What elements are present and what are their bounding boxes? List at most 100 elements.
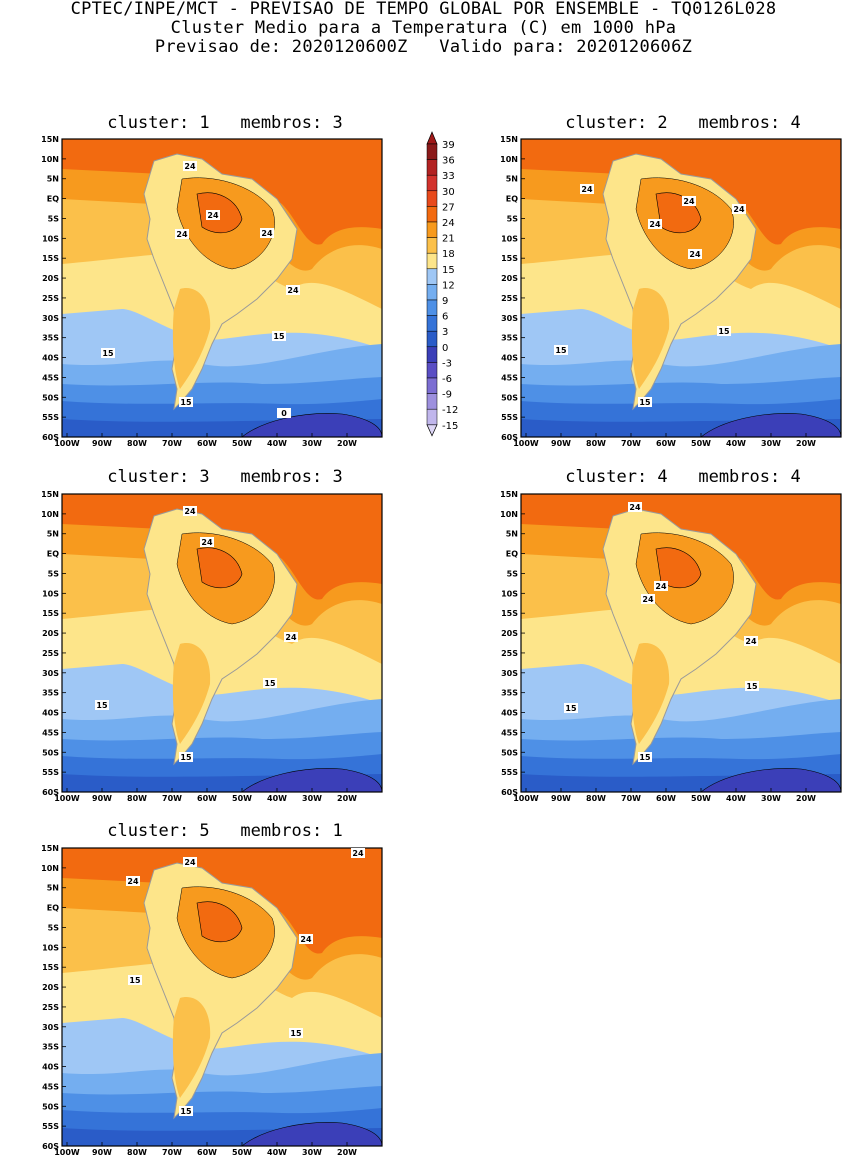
contour-label: 15 [179,397,193,407]
lat-tick-label: 15S [42,254,59,263]
lon-tick-label: 100W [513,439,539,448]
lon-tick-label: 30W [761,439,781,448]
lat-tick-label: 45S [42,728,59,737]
lat-tick-label: 5N [506,175,518,184]
lat-tick-label: 15N [500,135,518,144]
panel-title-5: cluster: 5 membros: 1 [107,821,343,841]
figure-title: CPTEC/INPE/MCT - PREVISAO DE TEMPO GLOBA… [0,0,847,57]
svg-text:15: 15 [180,398,192,407]
lon-tick-label: 80W [586,794,606,803]
colorbar-label: 30 [442,187,455,198]
colorbar-segment [426,237,438,254]
lon-tick-label: 80W [127,1148,147,1157]
contour-label: 15 [128,975,142,985]
lon-tick-label: 50W [691,439,711,448]
lat-tick-label: 5N [47,530,59,539]
lon-tick-label: 30W [302,1148,322,1157]
title-line-1: CPTEC/INPE/MCT - PREVISAO DE TEMPO GLOBA… [70,0,777,19]
lat-tick-label: 5N [47,884,59,893]
lat-tick-label: 20S [501,629,518,638]
lon-tick-label: 90W [92,1148,112,1157]
lon-tick-label: 60W [197,439,217,448]
lon-tick-label: 50W [232,439,252,448]
colorbar-top-arrow [426,131,438,145]
lon-tick-label: 50W [691,794,711,803]
lat-tick-label: 50S [42,393,59,402]
svg-text:24: 24 [745,637,757,646]
lon-tick-label: 40W [267,1148,287,1157]
lat-tick-label: 50S [501,393,518,402]
map-panel-2: 15N 10N 5N EQ 5S 10S 15S 20S 25S 30S 35S 40S 45S 50S 5… [500,135,842,448]
svg-text:24: 24 [649,220,661,229]
lon-tick-label: 80W [586,439,606,448]
lat-tick-label: 40S [501,709,518,718]
lat-tick-label: 5S [48,214,60,223]
colorbar-segment [426,408,438,426]
lat-tick-label: 35S [42,1043,59,1052]
colorbar-label: 24 [442,218,455,229]
map-panel-1: 15N 10N 5N EQ 5S 10S 15S 20S 25S 30S 35S 40S 45S 50S 5… [41,135,383,448]
lat-tick-label: 60S [42,1142,59,1151]
lat-tick-label: 15N [41,135,59,144]
lon-tick-label: 90W [92,439,112,448]
contour-label: 24 [183,506,197,516]
lat-tick-label: EQ [47,195,59,204]
svg-text:24: 24 [581,185,593,194]
colorbar-label: -12 [442,405,458,416]
lat-tick-label: 60S [501,433,518,442]
lon-tick-label: 70W [621,439,641,448]
lat-tick-label: 5N [506,530,518,539]
panel-title-4: cluster: 4 membros: 4 [565,467,801,487]
svg-text:15: 15 [746,682,758,691]
lat-tick-label: 60S [501,788,518,797]
lon-tick-label: 70W [162,794,182,803]
lon-tick-label: 40W [726,794,746,803]
lat-tick-label: 45S [42,373,59,382]
lat-tick-label: 5S [48,569,60,578]
colorbar-segment [426,221,438,238]
svg-text:15: 15 [129,976,141,985]
lon-tick-label: 40W [726,439,746,448]
colorbar-label: 21 [442,234,455,245]
lat-tick-label: 15S [501,609,518,618]
lat-tick-label: 35S [501,334,518,343]
svg-text:15: 15 [290,1029,302,1038]
lat-tick-label: 5N [47,175,59,184]
colorbar-label: 36 [442,156,455,167]
lon-tick-label: 20W [796,794,816,803]
colorbar-label: -15 [442,421,458,432]
lat-tick-label: 15S [42,609,59,618]
lat-tick-label: 15S [501,254,518,263]
contour-label: 24 [641,594,655,604]
colorbar-segment [426,377,438,394]
lon-tick-label: 70W [621,794,641,803]
lat-tick-label: 10S [42,943,59,952]
colorbar-segment [426,252,438,270]
lat-tick-label: EQ [506,195,518,204]
lon-tick-label: 90W [92,794,112,803]
svg-text:15: 15 [565,704,577,713]
colorbar-label: 6 [442,312,448,323]
svg-text:24: 24 [184,858,196,867]
contour-label: 24 [688,249,702,259]
map-panel-3: 15N 10N 5N EQ 5S 10S 15S 20S 25S 30S 35S 40S 45S 50S 5… [41,490,383,803]
colorbar-segment [426,330,438,348]
svg-text:24: 24 [184,162,196,171]
colorbar-label: -6 [442,374,452,385]
svg-text:15: 15 [555,346,567,355]
colorbar-label: 27 [442,202,455,213]
lat-tick-label: 5S [48,923,60,932]
contour-label: 24 [183,161,197,171]
colorbar-segment [426,190,438,207]
contour-label: 24 [175,229,189,239]
lat-tick-label: 20S [42,629,59,638]
colorbar-label: 0 [442,343,448,354]
lon-tick-label: 40W [267,439,287,448]
contour-label: 15 [745,681,759,691]
lat-tick-label: 40S [42,709,59,718]
colorbar: 39 36 33 30 27 24 21 18 15 12 9 6 3 0 -3 -6 -9 -12 -15 [421,130,481,445]
lat-tick-label: 20S [501,274,518,283]
colorbar-label: 9 [442,296,448,307]
lat-tick-label: 25S [42,294,59,303]
contour-label: 15 [101,348,115,358]
